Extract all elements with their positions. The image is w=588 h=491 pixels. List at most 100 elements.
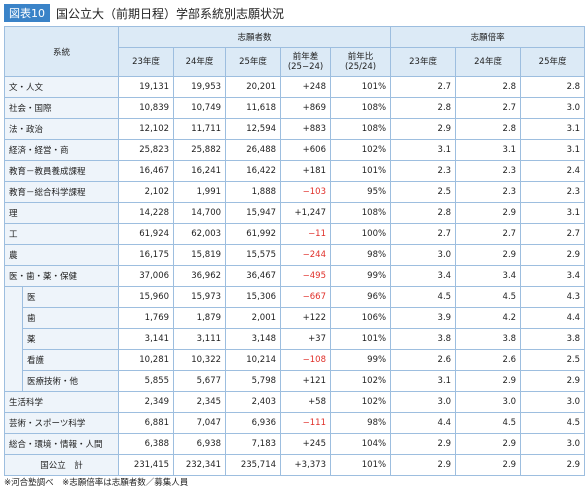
cell: 14,700: [173, 202, 227, 224]
cell: 6,938: [173, 433, 227, 455]
cell: 10,281: [118, 349, 175, 371]
cell: 15,973: [173, 286, 227, 308]
cell: 4.5: [390, 286, 457, 308]
cell: 15,947: [225, 202, 282, 224]
cell: 3.4: [520, 265, 586, 287]
cell: 2.8: [455, 118, 522, 140]
cell: 3.4: [455, 265, 522, 287]
row-label: 経済・経営・商: [3, 139, 120, 161]
table: 系統 志願者数 志願倍率 23年度 24年度 25年度 前年差 (25−24) 前年比 …: [3, 26, 586, 476]
cell: 3.0: [520, 391, 586, 413]
cell: 3.0: [520, 97, 586, 119]
cell: 16,175: [118, 244, 175, 266]
cell: +606: [280, 139, 332, 161]
cell: 2.4: [520, 160, 586, 182]
cell: +245: [280, 433, 332, 455]
column-header: 24年度: [455, 47, 522, 77]
column-header: 25年度: [520, 47, 586, 77]
sub-row: 歯 1,769 1,879 2,001 +122 106% 3.9 4.2 4.4: [5, 307, 586, 329]
row: 農 16,175 15,819 15,575 −244 98% 3.0 2.9 2.9: [3, 244, 586, 266]
cell: 2.5: [390, 181, 457, 203]
row: 芸術・スポーツ科学 6,881 7,047 6,936 −111 98% 4.4 4.5 4.5: [3, 412, 586, 434]
header: 図表10 国公立大（前期日程）学部系統別志願状況: [4, 4, 284, 22]
cell: 3.8: [520, 328, 586, 350]
row: 文・人文 19,131 19,953 20,201 +248 101% 2.7 2.8 2.8: [3, 76, 586, 98]
cell: 20,201: [225, 76, 282, 98]
column-header: 前年比 (25/24): [330, 47, 392, 77]
cell: 3,141: [118, 328, 175, 350]
cell: 2,349: [118, 391, 175, 413]
cell: 3.1: [390, 139, 457, 161]
cell: 37,006: [118, 265, 175, 287]
cell: 10,749: [173, 97, 227, 119]
cell: 5,677: [173, 370, 227, 392]
cell: 3.1: [455, 139, 522, 161]
cell: 2.7: [390, 223, 457, 245]
cell: 3.0: [520, 433, 586, 455]
cell: 99%: [330, 265, 392, 287]
cell: 2.9: [455, 370, 522, 392]
row-label: 医: [21, 286, 120, 308]
cell: 3.1: [520, 139, 586, 161]
group-header: 系統: [3, 26, 120, 77]
cell: 16,241: [173, 160, 227, 182]
row-label: 工: [3, 223, 120, 245]
cell: 19,953: [173, 76, 227, 98]
cell: 2.7: [455, 223, 522, 245]
cell: 61,924: [118, 223, 175, 245]
row-label: 理: [3, 202, 120, 224]
cell: +181: [280, 160, 332, 182]
row-label: 教育－教員養成課程: [3, 160, 120, 182]
row: 教育－教員養成課程 16,467 16,241 16,422 +181 101% 2.3 2.…: [3, 160, 586, 182]
cell: 36,962: [173, 265, 227, 287]
cell: 4.3: [520, 286, 586, 308]
cell: 1,879: [173, 307, 227, 329]
total-row: 国公立 計 231,415 232,341 235,714 +3,373 101% 2.9 2…: [3, 454, 586, 476]
cell: 2.9: [455, 433, 522, 455]
cell: 12,594: [225, 118, 282, 140]
cell: 3.1: [520, 202, 586, 224]
cell: 2.9: [455, 454, 522, 476]
cell: −667: [280, 286, 332, 308]
column-header: 24年度: [173, 47, 227, 77]
cell: 6,881: [118, 412, 175, 434]
table-body: 文・人文 19,131 19,953 20,201 +248 101% 2.7 2.8 2.8 社…: [3, 76, 586, 476]
row: 工 61,924 62,003 61,992 −11 100% 2.7 2.7 2.7: [3, 223, 586, 245]
cell: 2.9: [455, 202, 522, 224]
cell: −108: [280, 349, 332, 371]
cell: 16,467: [118, 160, 175, 182]
cell: 101%: [330, 160, 392, 182]
row: 社会・国際 10,839 10,749 11,618 +869 108% 2.8 2.7 3.0: [3, 97, 586, 119]
cell: 15,306: [225, 286, 282, 308]
cell: 232,341: [173, 454, 227, 476]
cell: 108%: [330, 97, 392, 119]
cell: 100%: [330, 223, 392, 245]
cell: 2.7: [390, 76, 457, 98]
cell: 96%: [330, 286, 392, 308]
cell: 10,839: [118, 97, 175, 119]
row: 教育－総合科学課程 2,102 1,991 1,888 −103 95% 2.5 2.3 2.3: [3, 181, 586, 203]
cell: 1,991: [173, 181, 227, 203]
cell: 2.9: [520, 370, 586, 392]
cell: 102%: [330, 139, 392, 161]
row: 経済・経営・商 25,823 25,882 26,488 +606 102% 3.1 3.1 3…: [3, 139, 586, 161]
column-header-row: 23年度 24年度 25年度 前年差 (25−24) 前年比 (25/24) 23年度 24…: [5, 47, 586, 77]
cell: 11,618: [225, 97, 282, 119]
group-header: 志願倍率: [390, 26, 586, 48]
cell: 15,819: [173, 244, 227, 266]
cell: 101%: [330, 454, 392, 476]
cell: 15,575: [225, 244, 282, 266]
cell: 61,992: [225, 223, 282, 245]
cell: 102%: [330, 370, 392, 392]
sub-row: 医 15,960 15,973 15,306 −667 96% 4.5 4.5 4.3: [4, 286, 586, 392]
cell: 2.8: [520, 76, 586, 98]
row-label: 医・歯・薬・保健: [3, 265, 120, 287]
cell: 2.8: [390, 202, 457, 224]
cell: 101%: [330, 76, 392, 98]
cell: 7,183: [225, 433, 282, 455]
cell: +1,247: [280, 202, 332, 224]
cell: 25,823: [118, 139, 175, 161]
cell: 10,322: [173, 349, 227, 371]
cell: 235,714: [225, 454, 282, 476]
